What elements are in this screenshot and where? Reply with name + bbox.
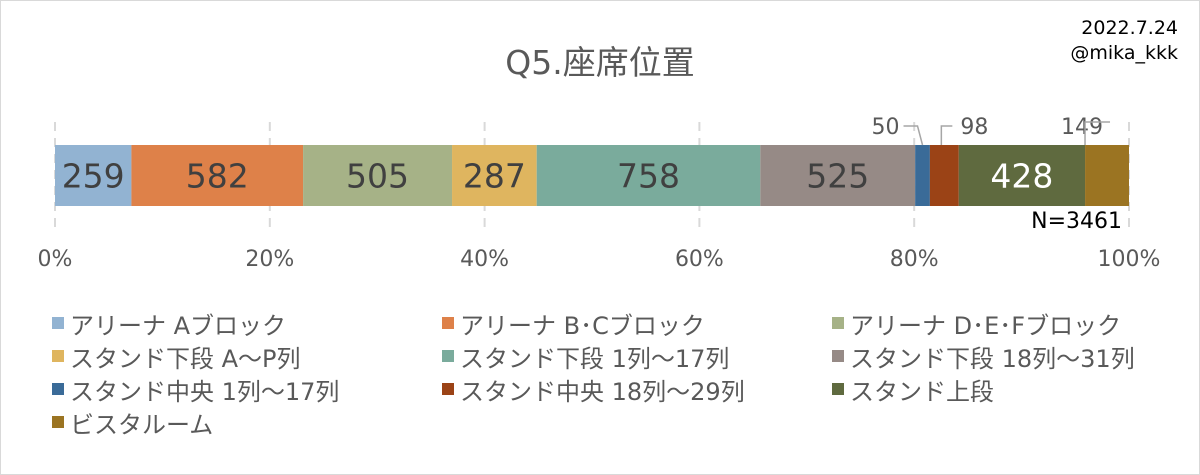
legend-label: スタンド下段 1列～17列 [460, 344, 730, 373]
data-label: 525 [806, 157, 869, 196]
chart-title: Q5.座席位置 [505, 43, 695, 82]
legend-swatch [832, 317, 844, 329]
data-label: 287 [463, 157, 526, 196]
legend-swatch [442, 383, 454, 395]
legend-item: スタンド中央 18列～29列 [442, 374, 832, 406]
bar-segment [303, 145, 453, 206]
legend-swatch [52, 416, 64, 428]
x-tick-label: 100% [1098, 247, 1161, 272]
legend-item: スタンド中央 1列～17列 [52, 374, 442, 406]
legend-item: スタンド下段 18列～31列 [832, 341, 1182, 373]
legend-item: スタンド下段 1列～17列 [442, 341, 832, 373]
data-label: 149 [1061, 115, 1103, 140]
x-tick-label: 60% [675, 247, 724, 272]
bar-segment [1085, 145, 1129, 206]
x-tick-label: 20% [245, 247, 294, 272]
legend-swatch [52, 317, 64, 329]
legend-label: ビスタルーム [70, 410, 214, 439]
legend-item: アリーナ B･Cブロック [442, 308, 832, 340]
legend-label: スタンド下段 18列～31列 [850, 344, 1135, 373]
bar-segment [958, 145, 1086, 206]
chart-meta: 2022.7.24 @mika_kkk [1070, 16, 1178, 66]
legend-label: アリーナ D･E･Fブロック [850, 311, 1122, 340]
bar-segment [131, 145, 304, 206]
data-label: 428 [990, 157, 1053, 196]
legend-label: アリーナ Aブロック [70, 311, 287, 340]
legend-label: スタンド下段 A～P列 [70, 344, 301, 373]
data-label: 582 [186, 157, 249, 196]
bar-segment [915, 145, 930, 206]
legend-swatch [442, 317, 454, 329]
bar-segment [760, 145, 916, 206]
legend-swatch [52, 350, 64, 362]
legend-label: スタンド上段 [850, 377, 994, 406]
bar-segment [536, 145, 761, 206]
legend-item: アリーナ D･E･Fブロック [832, 308, 1182, 340]
x-tick-label: 40% [460, 247, 509, 272]
chart-legend: アリーナ Aブロック アリーナ B･Cブロック アリーナ D･E･Fブロック スタンド… [52, 308, 1182, 439]
data-label: 50 [872, 115, 900, 140]
data-label: 259 [62, 157, 125, 196]
data-label: 98 [960, 115, 988, 140]
total-label: N=3461 [1031, 209, 1122, 234]
leader-line [940, 125, 953, 145]
legend-swatch [832, 383, 844, 395]
legend-label: スタンド中央 1列～17列 [70, 377, 340, 406]
bar-segment [55, 145, 132, 206]
bar-segment [452, 145, 537, 206]
leader-line [1084, 121, 1111, 145]
legend-swatch [52, 383, 64, 395]
legend-swatch [832, 350, 844, 362]
bar-segment [929, 145, 959, 206]
legend-label: スタンド中央 18列～29列 [460, 377, 745, 406]
x-tick-label: 0% [38, 247, 73, 272]
legend-label: アリーナ B･Cブロック [460, 311, 705, 340]
legend-item: スタンド上段 [832, 374, 1182, 406]
chart-author: @mika_kkk [1070, 42, 1178, 64]
legend-swatch [442, 350, 454, 362]
x-tick-label: 80% [890, 247, 939, 272]
leader-line [903, 125, 924, 146]
legend-item: スタンド下段 A～P列 [52, 341, 442, 373]
legend-item: ビスタルーム [52, 407, 442, 439]
chart-date: 2022.7.24 [1081, 17, 1178, 39]
data-label: 505 [346, 157, 409, 196]
data-label: 758 [617, 157, 680, 196]
legend-item: アリーナ Aブロック [52, 308, 442, 340]
